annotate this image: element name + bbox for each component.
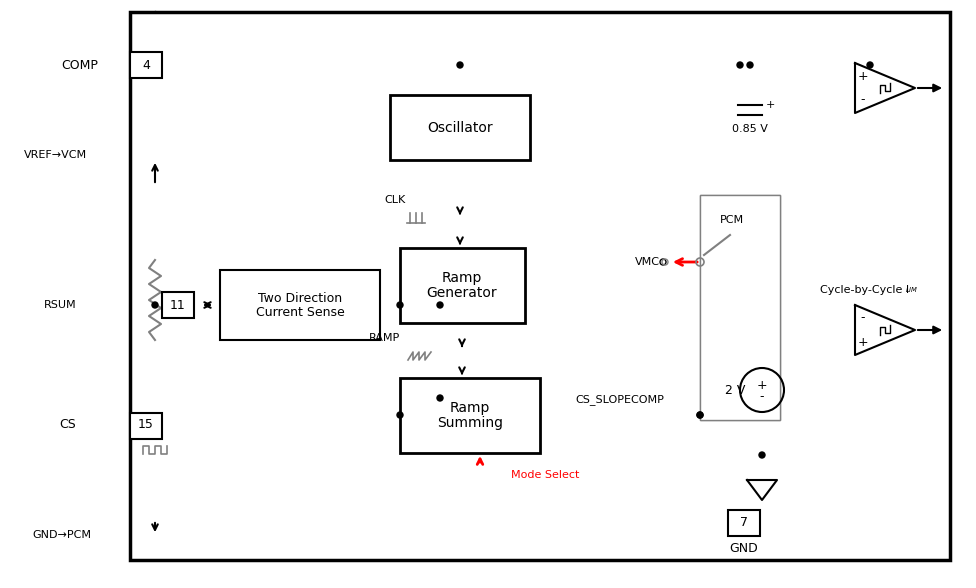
Circle shape	[759, 452, 765, 458]
Circle shape	[437, 395, 443, 401]
Text: -: -	[861, 312, 866, 325]
Text: 4: 4	[142, 58, 150, 72]
Text: 15: 15	[138, 419, 154, 432]
Circle shape	[457, 62, 463, 68]
Circle shape	[737, 62, 743, 68]
Text: CS_SLOPECOMP: CS_SLOPECOMP	[576, 395, 665, 406]
Circle shape	[397, 412, 403, 418]
Text: +: +	[858, 69, 869, 82]
Text: $_{LIM}$: $_{LIM}$	[905, 285, 918, 295]
Text: -: -	[759, 390, 764, 403]
Text: VMC: VMC	[635, 257, 660, 267]
Circle shape	[397, 302, 403, 308]
FancyBboxPatch shape	[220, 270, 380, 340]
Text: 0.85 V: 0.85 V	[732, 124, 768, 134]
Text: -: -	[861, 93, 866, 106]
FancyBboxPatch shape	[130, 12, 950, 560]
Text: 11: 11	[170, 299, 185, 312]
Text: Ramp: Ramp	[442, 271, 482, 285]
Circle shape	[697, 412, 703, 418]
Circle shape	[867, 62, 873, 68]
FancyBboxPatch shape	[162, 292, 194, 318]
FancyBboxPatch shape	[390, 95, 530, 160]
Text: CLK: CLK	[385, 195, 406, 205]
Text: COMP: COMP	[61, 58, 99, 72]
Text: CS: CS	[60, 419, 76, 432]
Text: Two Direction: Two Direction	[258, 292, 342, 305]
Text: 2 V: 2 V	[725, 383, 746, 396]
FancyBboxPatch shape	[400, 248, 525, 323]
Text: Generator: Generator	[427, 286, 498, 300]
Circle shape	[747, 62, 753, 68]
Text: Cycle-by-Cycle I: Cycle-by-Cycle I	[820, 285, 909, 295]
Text: Summing: Summing	[437, 416, 503, 430]
Text: GND: GND	[730, 542, 758, 554]
Text: Oscillator: Oscillator	[427, 121, 493, 135]
FancyBboxPatch shape	[400, 378, 540, 453]
Text: Current Sense: Current Sense	[256, 306, 345, 319]
Circle shape	[697, 412, 703, 418]
Text: PCM: PCM	[720, 215, 744, 225]
Text: Mode Select: Mode Select	[510, 470, 579, 480]
FancyBboxPatch shape	[130, 413, 162, 439]
Text: +: +	[766, 100, 775, 110]
Text: +: +	[756, 379, 767, 392]
Text: RSUM: RSUM	[44, 300, 76, 310]
Text: VREF→VCM: VREF→VCM	[23, 150, 87, 160]
FancyBboxPatch shape	[700, 195, 780, 420]
Text: 7: 7	[740, 516, 748, 530]
Text: GND→PCM: GND→PCM	[32, 530, 92, 540]
Circle shape	[437, 302, 443, 308]
FancyBboxPatch shape	[130, 52, 162, 78]
Text: RAMP: RAMP	[369, 333, 400, 343]
FancyBboxPatch shape	[728, 510, 760, 536]
Text: Ramp: Ramp	[450, 401, 490, 415]
FancyBboxPatch shape	[700, 195, 780, 420]
Text: +: +	[858, 336, 869, 349]
Circle shape	[152, 302, 158, 308]
